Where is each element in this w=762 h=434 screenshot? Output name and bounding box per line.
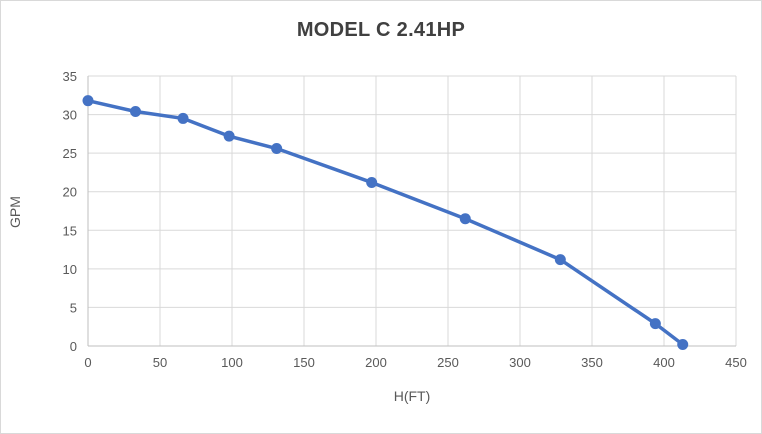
data-point-marker — [554, 254, 566, 266]
data-point-marker — [130, 105, 142, 117]
y-tick-label: 10 — [63, 262, 77, 277]
chart-title: MODEL C 2.41HP — [296, 19, 466, 41]
x-tick-label: 150 — [293, 355, 315, 370]
x-tick-label: 400 — [653, 355, 675, 370]
x-tick-label: 350 — [581, 355, 603, 370]
y-tick-label: 15 — [63, 223, 77, 238]
y-tick-label: 35 — [63, 69, 77, 84]
x-tick-label: 300 — [509, 355, 531, 370]
series-line — [86, 98, 685, 347]
y-tick-label: 20 — [63, 185, 77, 200]
x-tick-label: 50 — [153, 355, 167, 370]
x-axis-title: H(FT) — [393, 388, 431, 404]
x-tick-label: 450 — [725, 355, 747, 370]
data-point-marker — [649, 318, 661, 330]
data-point-marker — [82, 95, 94, 107]
x-tick-label: 100 — [221, 355, 243, 370]
y-tick-label: 25 — [63, 146, 77, 161]
data-point-marker — [177, 112, 189, 124]
y-tick-label: 5 — [70, 300, 77, 315]
data-point-marker — [366, 176, 378, 188]
data-point-marker — [459, 213, 471, 225]
data-point-marker — [223, 130, 235, 142]
x-tick-label: 250 — [437, 355, 459, 370]
y-tick-label: 30 — [63, 108, 77, 123]
x-tick-label: 0 — [84, 355, 91, 370]
data-point-marker — [271, 143, 283, 155]
data-point-marker — [677, 338, 689, 350]
x-tick-label: 200 — [365, 355, 387, 370]
y-tick-label: 0 — [70, 339, 77, 354]
